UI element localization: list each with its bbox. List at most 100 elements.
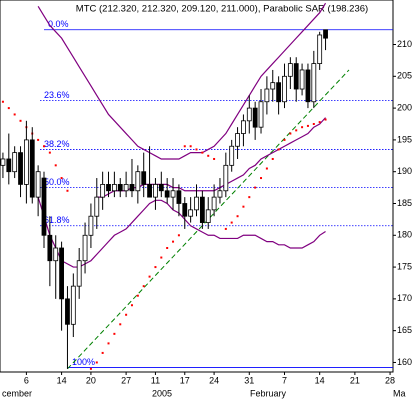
candle-body	[241, 120, 246, 134]
candle-body	[141, 171, 147, 185]
period-label: cember	[2, 388, 32, 398]
candle-body	[12, 152, 18, 173]
y-tick-label: 160	[397, 357, 412, 367]
candle-body	[287, 63, 293, 77]
sar-dot	[301, 126, 304, 129]
x-tick-label: 6	[24, 375, 29, 385]
candle-body	[129, 184, 135, 192]
candle-body	[299, 69, 305, 90]
candle-body	[217, 190, 223, 198]
sar-dot	[213, 157, 216, 160]
sar-dot	[95, 361, 98, 364]
sar-dot	[37, 138, 40, 141]
x-tick-label: 11	[151, 375, 160, 385]
x-tick-label: 28	[385, 375, 395, 385]
candle-body	[205, 209, 211, 223]
period-label: Ma	[393, 388, 406, 398]
sar-dot	[130, 304, 133, 307]
candle-body	[282, 75, 287, 103]
candle-body	[229, 145, 235, 166]
period-label: 2005	[152, 388, 172, 398]
band-line	[96, 117, 326, 198]
period-label: February	[250, 388, 287, 398]
sar-dot	[89, 367, 92, 370]
sar-dot	[306, 124, 309, 127]
x-tick-label: 14	[315, 375, 325, 385]
sar-dot	[224, 227, 227, 230]
sar-dot	[1, 100, 4, 103]
y-tick-label: 200	[397, 102, 412, 112]
band-line	[37, 2, 327, 160]
candle-body	[23, 139, 29, 185]
candle-body	[305, 69, 311, 103]
sar-dot	[236, 215, 239, 218]
sar-dot	[125, 313, 128, 316]
candle-body	[235, 133, 240, 147]
sar-dot	[324, 118, 327, 121]
sar-dot	[136, 294, 139, 297]
sar-dot	[283, 138, 286, 141]
candle-body	[29, 139, 35, 198]
candle-body	[70, 285, 76, 325]
sar-dot	[277, 148, 280, 151]
candle-body	[135, 171, 141, 192]
candle-body	[223, 164, 229, 192]
candle-body	[41, 177, 47, 236]
candle-body	[311, 63, 317, 103]
candle-body	[94, 196, 100, 217]
x-tick-label: 14	[57, 375, 67, 385]
sar-dot	[154, 266, 157, 269]
candle-body	[264, 88, 270, 103]
candle-body	[59, 247, 64, 300]
sar-dot	[107, 342, 110, 345]
y-tick-label: 185	[397, 198, 412, 208]
sar-dot	[248, 196, 251, 199]
candle-body	[88, 215, 94, 236]
x-tick-label: 20	[86, 375, 96, 385]
candle-body	[211, 196, 217, 211]
candle-body	[199, 196, 205, 223]
candle-body	[164, 190, 170, 198]
sar-dot	[60, 177, 63, 180]
fib-label: 100%	[72, 357, 95, 367]
candle-body	[147, 184, 152, 198]
candle-body	[182, 203, 188, 217]
candle-body	[65, 298, 70, 325]
candle-body	[188, 209, 194, 217]
candle-body	[76, 260, 82, 287]
sar-dot	[148, 275, 151, 278]
candle-body	[106, 184, 111, 192]
sar-dot	[54, 164, 57, 167]
fib-label: 61.8%	[44, 215, 70, 225]
y-tick-label: 210	[397, 39, 412, 49]
candle-body	[117, 184, 123, 192]
x-tick-label: 7	[282, 375, 287, 385]
candle-body	[252, 107, 258, 128]
candle-body	[82, 234, 88, 262]
candle-body	[270, 82, 276, 90]
sar-dot	[189, 145, 192, 148]
sar-dot	[201, 151, 204, 154]
sar-dot	[48, 151, 51, 154]
candle-body	[100, 184, 106, 198]
candle-body	[47, 234, 53, 262]
candle-body	[0, 158, 6, 166]
sar-dot	[242, 205, 245, 208]
candle-body	[293, 63, 299, 90]
sar-dot	[101, 351, 104, 354]
chart-title: MTC (212.320, 212.320, 209.120, 211.000)…	[76, 4, 368, 15]
y-tick-label: 190	[397, 166, 412, 176]
candle-body	[317, 34, 323, 64]
candle-body	[258, 101, 264, 128]
sar-dot	[254, 186, 257, 189]
x-tick-label: 27	[121, 375, 131, 385]
sar-dot	[166, 247, 169, 249]
candle-body	[158, 184, 164, 192]
fib-label: 23.6%	[44, 90, 70, 100]
sar-dot	[19, 119, 22, 122]
candle-body	[35, 171, 41, 198]
candle-body	[153, 184, 158, 198]
x-tick-label: 17	[180, 375, 190, 385]
sar-dot	[113, 332, 116, 335]
